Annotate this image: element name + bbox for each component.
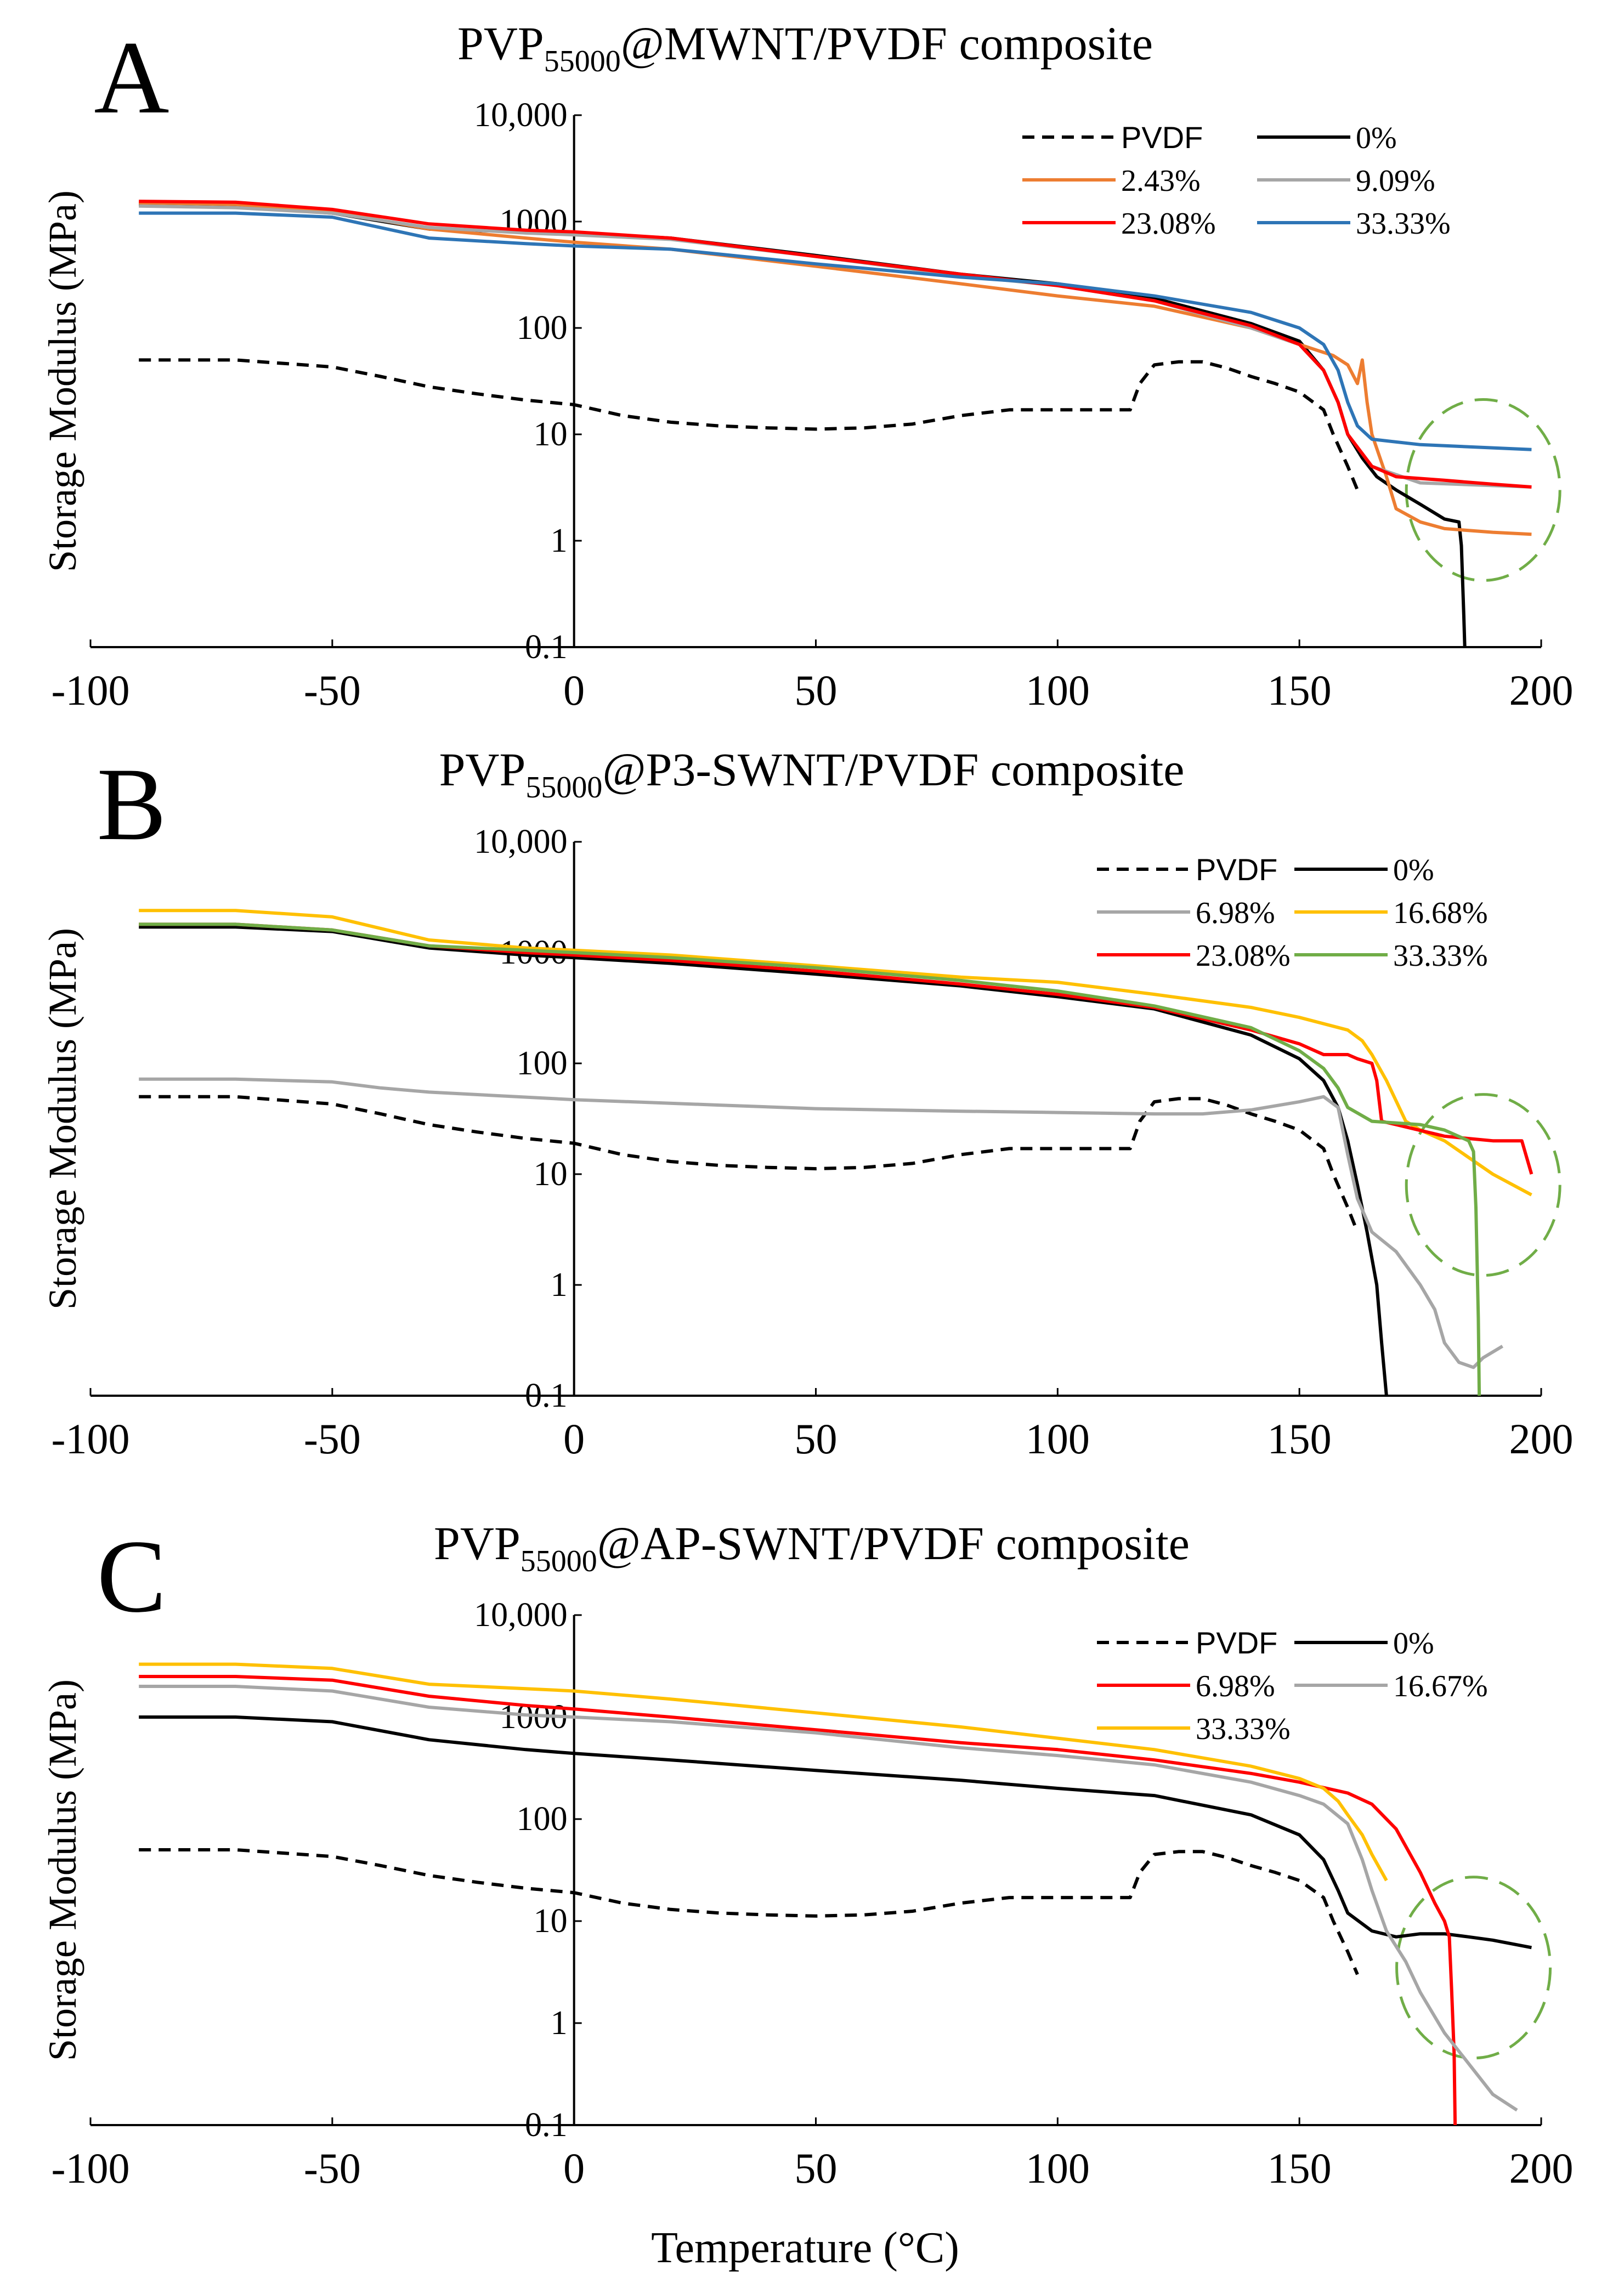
y-tick-label: 100 xyxy=(517,1800,568,1838)
legend-label: 0% xyxy=(1356,121,1397,155)
legend-label: 6.98% xyxy=(1196,896,1275,930)
x-tick-label: 150 xyxy=(1267,666,1332,714)
x-tick-label: -100 xyxy=(52,2144,130,2192)
legend-label: 0% xyxy=(1393,853,1434,887)
series-line-6-98- xyxy=(139,1077,1504,1369)
panel-a: A PVP55000@MWNT/PVDF composite Storage Mod… xyxy=(41,17,1574,714)
panel-title: PVP55000@P3-SWNT/PVDF composite xyxy=(439,743,1185,805)
panel-c: C PVP55000@AP-SWNT/PVDF composite Storage … xyxy=(41,1517,1574,2192)
x-tick-label: 200 xyxy=(1509,1415,1574,1463)
series-line-pvdf xyxy=(139,358,1359,491)
y-tick-label: 100 xyxy=(517,1045,568,1082)
x-tick-label: 0 xyxy=(563,666,585,714)
x-tick-label: 50 xyxy=(795,666,838,714)
x-tick-label: 100 xyxy=(1026,1415,1090,1463)
x-tick-label: 100 xyxy=(1026,2144,1090,2192)
series-line-23-08- xyxy=(139,200,1532,489)
title-subscript: 55000 xyxy=(520,1544,597,1578)
highlight-circle xyxy=(1405,1093,1561,1277)
x-tick-label: 50 xyxy=(795,2144,838,2192)
legend-label: 6.98% xyxy=(1196,1669,1275,1703)
x-tick-label: 100 xyxy=(1026,666,1090,714)
series-line-33-33- xyxy=(139,922,1481,1396)
legend-label: 16.67% xyxy=(1393,1669,1488,1703)
series-line-6-98- xyxy=(139,1675,1457,2126)
y-tick-label: 0.1 xyxy=(525,1377,568,1414)
y-tick-label: 1 xyxy=(551,2004,568,2042)
y-tick-label: 0.1 xyxy=(525,628,568,666)
title-main: PVP xyxy=(434,1517,520,1570)
x-tick-label: -50 xyxy=(304,666,361,714)
highlight-circle xyxy=(1395,1876,1552,2060)
legend-label: 23.08% xyxy=(1196,939,1291,973)
x-tick-label: 150 xyxy=(1267,2144,1332,2192)
legend-label: PVDF xyxy=(1121,120,1203,155)
y-tick-label: 10,000 xyxy=(474,1596,568,1634)
x-tick-label: -100 xyxy=(52,666,130,714)
panel-b: B PVP55000@P3-SWNT/PVDF composite Storage … xyxy=(41,743,1574,1463)
y-tick-label: 10 xyxy=(534,416,568,453)
panel-letter: A xyxy=(94,20,169,135)
y-tick-label: 1 xyxy=(551,522,568,559)
title-subscript: 55000 xyxy=(544,44,621,78)
title-rest: @P3-SWNT/PVDF composite xyxy=(602,743,1184,796)
title-subscript: 55000 xyxy=(525,771,602,805)
y-axis-title: Storage Modulus (MPa) xyxy=(41,928,84,1310)
series-line-33-33- xyxy=(139,211,1532,451)
x-tick-label: 150 xyxy=(1267,1415,1332,1463)
title-rest: @AP-SWNT/PVDF composite xyxy=(597,1517,1190,1570)
y-axis-title: Storage Modulus (MPa) xyxy=(41,190,84,572)
legend-label: 33.33% xyxy=(1393,939,1488,973)
y-tick-label: 100 xyxy=(517,309,568,347)
title-main: PVP xyxy=(457,17,544,70)
legend-label: 9.09% xyxy=(1356,164,1435,198)
x-tick-label: 200 xyxy=(1509,2144,1574,2192)
x-tick-label: -100 xyxy=(52,1415,130,1463)
y-tick-label: 10 xyxy=(534,1156,568,1193)
series-line-0- xyxy=(139,1715,1532,1950)
legend-label: PVDF xyxy=(1196,1625,1277,1660)
legend-label: 23.08% xyxy=(1121,207,1216,241)
legend-label: 0% xyxy=(1393,1627,1434,1661)
panel-title: PVP55000@AP-SWNT/PVDF composite xyxy=(434,1517,1190,1578)
series-line-pvdf xyxy=(139,1848,1359,1975)
panel-letter: C xyxy=(97,1519,167,1634)
y-axis-title: Storage Modulus (MPa) xyxy=(41,1679,84,2061)
series-line-33-33- xyxy=(139,1662,1388,1882)
y-tick-label: 10,000 xyxy=(474,823,568,860)
legend-label: 33.33% xyxy=(1196,1712,1291,1746)
y-tick-label: 1 xyxy=(551,1266,568,1304)
legend-label: 33.33% xyxy=(1356,207,1451,241)
title-rest: @MWNT/PVDF composite xyxy=(621,17,1153,70)
x-tick-label: 50 xyxy=(795,1415,838,1463)
legend-label: 16.68% xyxy=(1393,896,1488,930)
x-tick-label: 0 xyxy=(563,1415,585,1463)
legend-label: 2.43% xyxy=(1121,164,1201,198)
y-tick-label: 0.1 xyxy=(525,2106,568,2144)
series-line-pvdf xyxy=(139,1095,1359,1233)
panel-title: PVP55000@MWNT/PVDF composite xyxy=(457,17,1153,78)
y-tick-label: 10 xyxy=(534,1902,568,1940)
x-tick-label: 200 xyxy=(1509,666,1574,714)
legend-label: PVDF xyxy=(1196,852,1277,887)
x-tick-label: 0 xyxy=(563,2144,585,2192)
panel-letter: B xyxy=(97,747,167,862)
title-main: PVP xyxy=(439,743,526,796)
y-tick-label: 10,000 xyxy=(474,97,568,134)
x-axis-title: Temperature (°C) xyxy=(651,2224,959,2272)
x-tick-label: -50 xyxy=(304,2144,361,2192)
series-line-16-67- xyxy=(139,1685,1518,2112)
series-line-23-08- xyxy=(139,922,1534,1175)
highlight-circle xyxy=(1405,398,1561,582)
x-tick-label: -50 xyxy=(304,1415,361,1463)
